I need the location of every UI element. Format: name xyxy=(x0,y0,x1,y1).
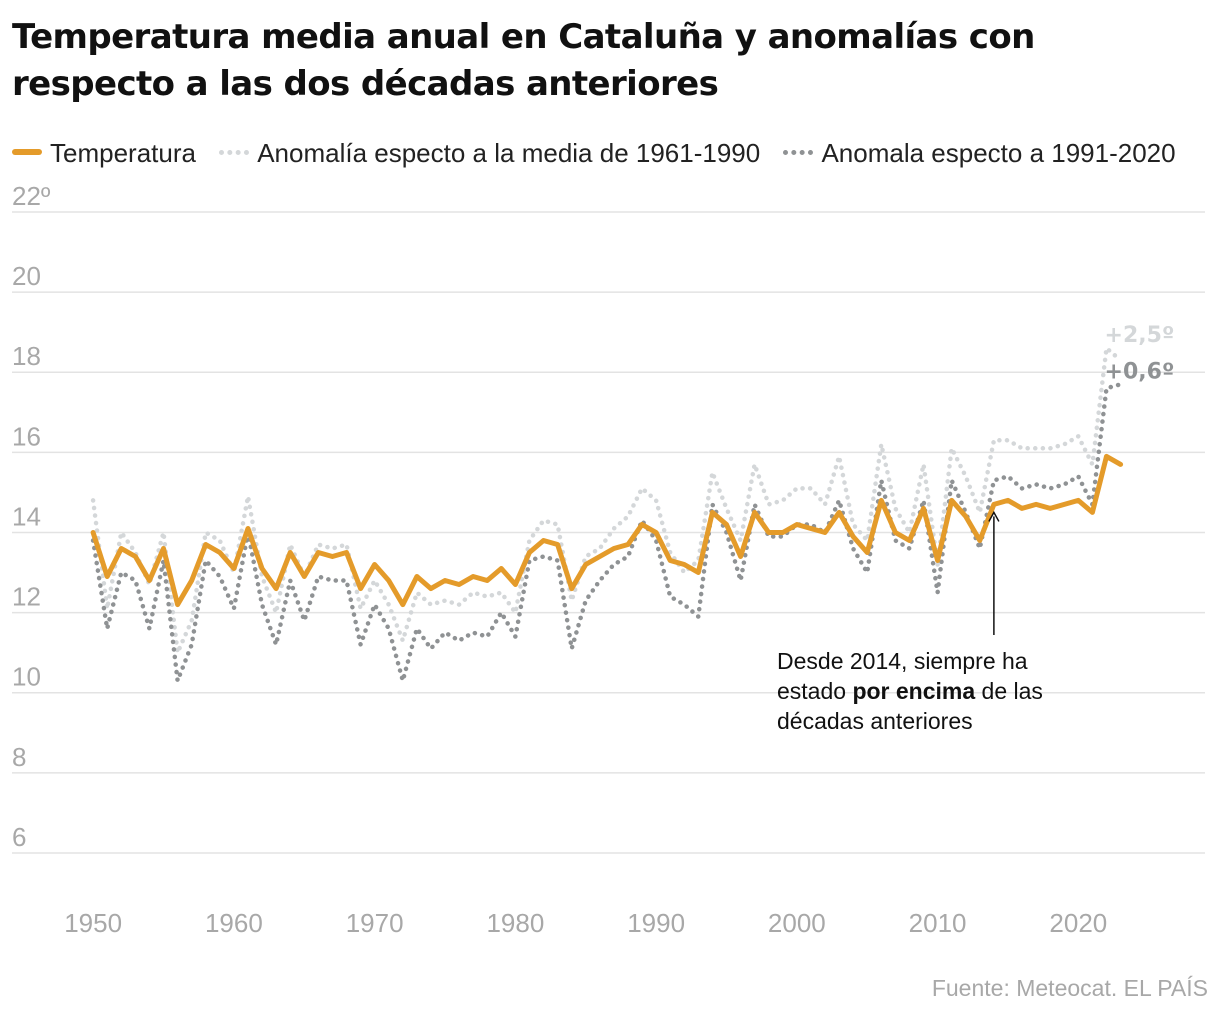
chart-legend: Temperatura Anomalía especto a la media … xyxy=(12,132,1202,174)
y-tick-label-18: 18 xyxy=(12,341,41,371)
legend-label-temperature: Temperatura xyxy=(50,138,196,168)
legend-swatch-anomaly-1961-1990 xyxy=(219,149,250,155)
x-tick-label-1970: 1970 xyxy=(346,908,404,938)
legend-item-anomaly-1961-1990: Anomalía especto a la media de 1961-1990 xyxy=(219,138,760,168)
annotation-text-bold: por encima xyxy=(852,678,976,704)
series-line-0 xyxy=(90,345,1123,655)
series-end-label-0: +2,5º xyxy=(1105,323,1175,348)
source-text: Fuente: Meteocat xyxy=(931,975,1111,1001)
x-tick-label-1980: 1980 xyxy=(486,908,544,938)
series-line-2 xyxy=(90,453,1124,608)
annotation-arrow-head xyxy=(988,510,1000,522)
y-tick-label-8: 8 xyxy=(12,742,26,772)
annotation-text-start: Desde 2014, siempre ha estado xyxy=(777,648,1028,704)
y-tick-label-16: 16 xyxy=(12,421,41,451)
x-tick-label-2020: 2020 xyxy=(1049,908,1107,938)
x-tick-label-2010: 2010 xyxy=(909,908,967,938)
y-tick-label-20: 20 xyxy=(12,261,41,291)
legend-swatch-temperature xyxy=(12,149,42,156)
chart-title: Temperatura media anual en Cataluña y an… xyxy=(12,17,1035,104)
y-tick-label-6: 6 xyxy=(12,822,26,852)
legend-swatch-anomaly-1991-2020 xyxy=(783,149,814,155)
annotation-text-end: de las décadas anteriores xyxy=(777,678,1043,734)
y-tick-label-14: 14 xyxy=(12,501,41,531)
x-tick-label-2000: 2000 xyxy=(768,908,826,938)
legend-label-anomaly-1991-2020: Anomala especto a 1991-2020 xyxy=(821,138,1176,168)
source-separator: . xyxy=(1110,975,1118,1001)
chart-annotation: Desde 2014, siempre ha estado por encima… xyxy=(777,646,1097,736)
series-end-label-1: +0,6º xyxy=(1105,359,1175,384)
source-brand: EL PAÍS xyxy=(1123,975,1208,1001)
legend-item-temperature: Temperatura xyxy=(12,138,196,168)
y-tick-label-22: 22º xyxy=(12,181,51,211)
x-tick-label-1960: 1960 xyxy=(205,908,263,938)
x-tick-label-1990: 1990 xyxy=(627,908,685,938)
y-tick-label-10: 10 xyxy=(12,662,41,692)
series-line-1 xyxy=(90,382,1123,683)
legend-item-anomaly-1991-2020: Anomala especto a 1991-2020 xyxy=(783,138,1176,168)
legend-label-anomaly-1961-1990: Anomalía especto a la media de 1961-1990 xyxy=(257,138,761,168)
x-tick-label-1950: 1950 xyxy=(64,908,122,938)
y-tick-label-12: 12 xyxy=(12,582,41,612)
source-credit: Fuente: Meteocat. EL PAÍS xyxy=(932,975,1208,1002)
